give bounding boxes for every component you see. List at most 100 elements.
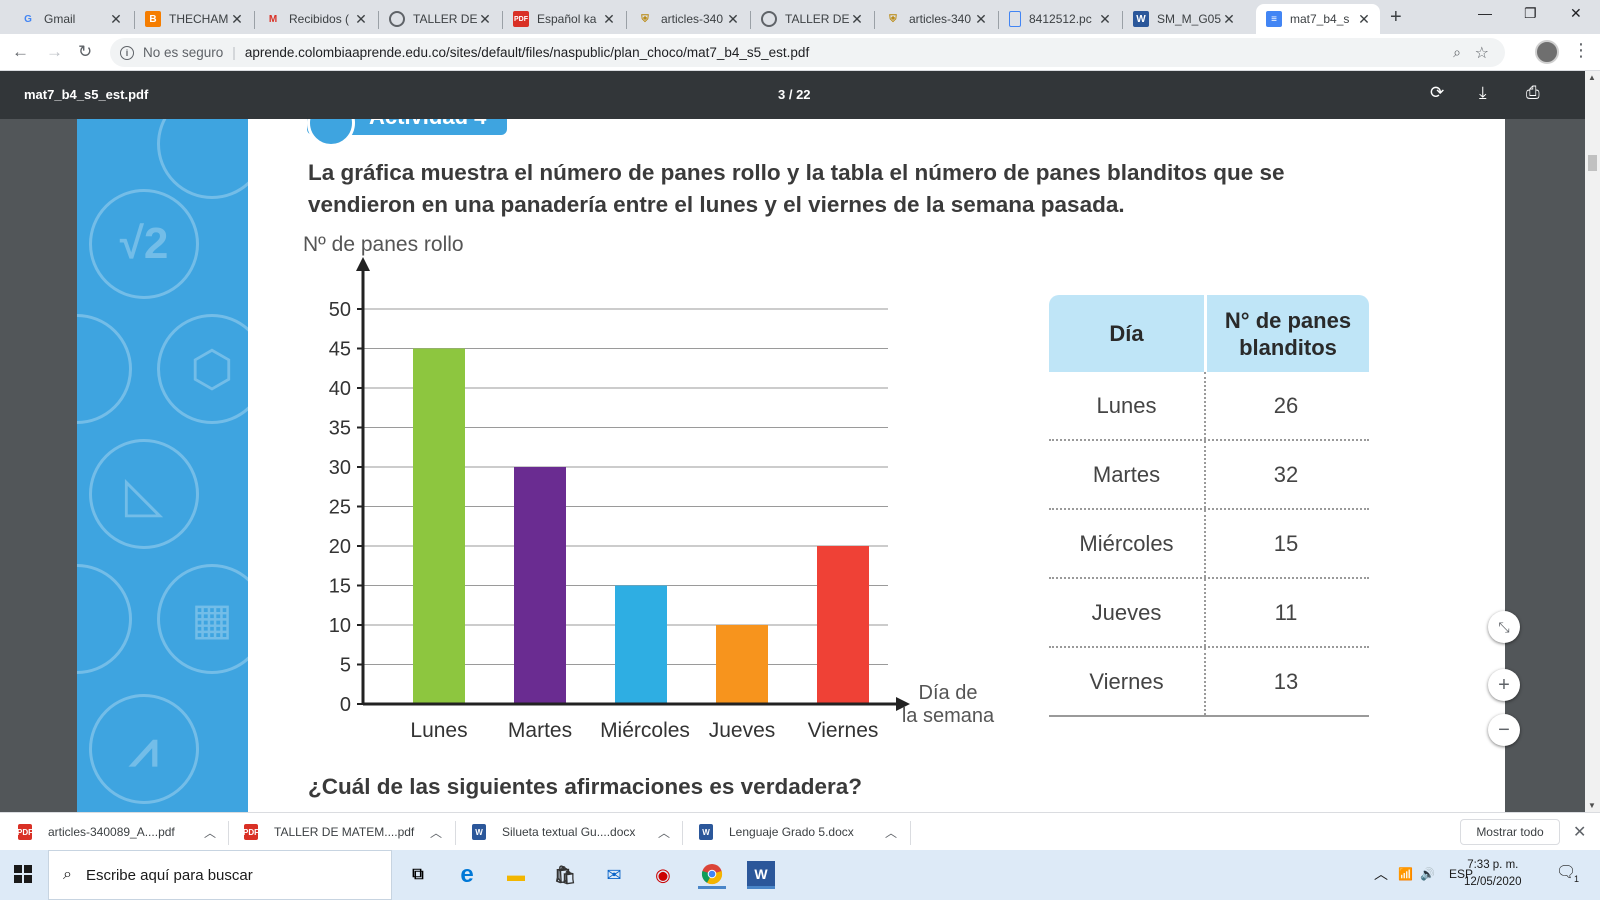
scroll-down-icon[interactable]: ▼ [1588, 801, 1596, 810]
scroll-up-icon[interactable]: ▲ [1588, 73, 1596, 82]
tab-articles-1[interactable]: ⛨ articles-340 ✕ [627, 4, 749, 34]
download-item[interactable]: W Lenguaje Grado 5.docx ︿ [699, 813, 897, 851]
chevron-up-icon[interactable]: ︿ [657, 825, 670, 840]
windows-start-icon[interactable] [14, 865, 32, 883]
menu-kebab-icon[interactable]: ⋮ [1572, 40, 1590, 60]
tab-gmail[interactable]: G Gmail ✕ [10, 4, 132, 34]
tab-thechamp[interactable]: B THECHAMP ✕ [135, 4, 253, 34]
tab-close-icon[interactable]: ✕ [1358, 10, 1370, 27]
blogger-icon: B [145, 11, 161, 27]
download-item[interactable]: PDF TALLER DE MATEM....pdf ︿ [243, 813, 442, 851]
show-all-button[interactable]: Mostrar todo [1460, 819, 1560, 845]
language-indicator[interactable]: ESP [1449, 867, 1474, 881]
bar-miércoles [615, 585, 667, 704]
app-red-icon[interactable]: ◉ [655, 864, 671, 885]
omnibox-divider: | [232, 45, 236, 60]
volume-icon[interactable]: 🔊 [1420, 867, 1435, 881]
pdf-viewer[interactable]: √2 ⬡ ◺ ▦ ⩘ Actividad 4 La gráfica muestr… [0, 119, 1585, 812]
tab-close-icon[interactable]: ✕ [1223, 10, 1235, 27]
forward-arrow-icon[interactable]: → [46, 42, 63, 61]
url-text[interactable]: aprende.colombiaaprende.edu.co/sites/def… [244, 45, 810, 60]
y-tick-label: 25 [329, 497, 351, 519]
y-tick-label: 0 [340, 694, 351, 716]
download-filename: TALLER DE MATEM....pdf [274, 825, 415, 839]
tab-label: articles-340 [909, 12, 972, 26]
taskbar-clock[interactable]: 7:33 p. m. 12/05/2020 [1464, 857, 1522, 891]
tab-close-icon[interactable]: ✕ [1099, 10, 1111, 27]
doc-blue-icon: ≡ [1266, 11, 1282, 27]
chrome-icon[interactable] [698, 861, 726, 889]
tab-sm-m-g05[interactable]: W SM_M_G05 ✕ [1123, 4, 1245, 34]
mail-icon[interactable]: ✉ [606, 864, 622, 885]
chevron-up-icon[interactable]: ︿ [884, 825, 897, 840]
tab-mat7-active[interactable]: ≡ mat7_b4_s ✕ [1256, 4, 1380, 34]
number-decoration-icon [77, 314, 132, 424]
tab-close-icon[interactable]: ✕ [110, 10, 122, 27]
tab-divider [134, 11, 135, 29]
word-icon[interactable]: W [747, 861, 775, 889]
security-label[interactable]: No es seguro [143, 45, 224, 60]
tab-espanol[interactable]: PDF Español ka ✕ [503, 4, 625, 34]
set-square-icon: ◺ [89, 439, 199, 549]
task-view-icon[interactable]: ⧉ [412, 866, 424, 883]
window-close-icon[interactable]: ✕ [1570, 5, 1582, 21]
decorative-sidebar: √2 ⬡ ◺ ▦ ⩘ [77, 119, 248, 812]
math-decoration-icon [157, 119, 248, 199]
file-explorer-icon[interactable]: ▬ [507, 864, 525, 885]
tray-chevron-up-icon[interactable]: ︿ [1374, 866, 1388, 882]
new-tab-plus-icon[interactable]: + [1390, 6, 1402, 28]
tab-8412512[interactable]: 8412512.pc ✕ [999, 4, 1121, 34]
tab-close-icon[interactable]: ✕ [231, 10, 243, 27]
y-tick-label: 15 [329, 576, 351, 598]
table-header-count: N° de panes blanditos [1207, 295, 1369, 372]
tab-divider [750, 11, 751, 29]
tab-recibidos[interactable]: M Recibidos ( ✕ [255, 4, 377, 34]
store-icon[interactable]: 🛍 [553, 864, 577, 885]
download-icon[interactable]: ⤓ [1479, 83, 1487, 102]
bookmark-star-icon[interactable]: ☆ [1474, 44, 1489, 62]
tab-close-icon[interactable]: ✕ [355, 10, 367, 27]
address-bar[interactable]: i No es seguro | aprende.colombiaaprende… [110, 38, 1505, 67]
taskbar-search[interactable]: ⌕ Escribe aquí para buscar [48, 850, 392, 900]
tab-close-icon[interactable]: ✕ [975, 10, 987, 27]
info-icon[interactable]: i [120, 45, 134, 60]
tab-taller-2[interactable]: TALLER DE ✕ [751, 4, 873, 34]
shelf-divider [682, 821, 683, 845]
back-arrow-icon[interactable]: ← [12, 42, 29, 61]
rotate-icon[interactable]: ⟳ [1430, 83, 1445, 102]
tab-divider [626, 11, 627, 29]
document-icon [1009, 11, 1021, 27]
print-icon[interactable]: ⎙ [1526, 83, 1540, 102]
zoom-out-icon[interactable]: − [1488, 714, 1520, 746]
tab-taller-1[interactable]: TALLER DE ✕ [379, 4, 501, 34]
tab-close-icon[interactable]: ✕ [479, 10, 491, 27]
word-doc-icon: W [699, 824, 713, 840]
reload-icon[interactable]: ↻ [78, 42, 93, 61]
zoom-magnifier-icon[interactable]: ⌕ [1453, 44, 1461, 60]
download-item[interactable]: PDF articles-340089_A....pdf ︿ [17, 813, 216, 851]
edge-icon[interactable]: e [460, 861, 474, 888]
minimize-icon[interactable]: — [1478, 5, 1492, 21]
chevron-up-icon[interactable]: ︿ [429, 825, 442, 840]
restore-icon[interactable]: ❐ [1524, 5, 1537, 21]
tab-close-icon[interactable]: ✕ [603, 10, 615, 27]
table-cell-value: 13 [1273, 668, 1299, 694]
bar-martes [514, 467, 566, 704]
vertical-scrollbar[interactable]: ▲ ▼ [1585, 71, 1600, 812]
download-item[interactable]: W Silueta textual Gu....docx ︿ [472, 813, 670, 851]
fit-page-icon[interactable]: ⤡ [1488, 611, 1520, 643]
chevron-up-icon[interactable]: ︿ [203, 825, 216, 840]
notification-icon[interactable]: 🗨 [1556, 864, 1577, 881]
word-doc-icon: W [472, 824, 486, 840]
tab-divider [502, 11, 503, 29]
network-icon[interactable]: 📶 [1398, 867, 1413, 881]
zoom-in-icon[interactable]: + [1488, 669, 1520, 701]
tab-divider [998, 11, 999, 29]
tab-articles-2[interactable]: ⛨ articles-340 ✕ [875, 4, 997, 34]
tab-close-icon[interactable]: ✕ [727, 10, 739, 27]
tab-close-icon[interactable]: ✕ [851, 10, 863, 27]
scrollbar-thumb[interactable] [1588, 155, 1597, 171]
table-cell-value: 15 [1273, 530, 1299, 556]
profile-avatar[interactable] [1535, 40, 1559, 64]
shelf-close-icon[interactable]: ✕ [1573, 824, 1587, 841]
